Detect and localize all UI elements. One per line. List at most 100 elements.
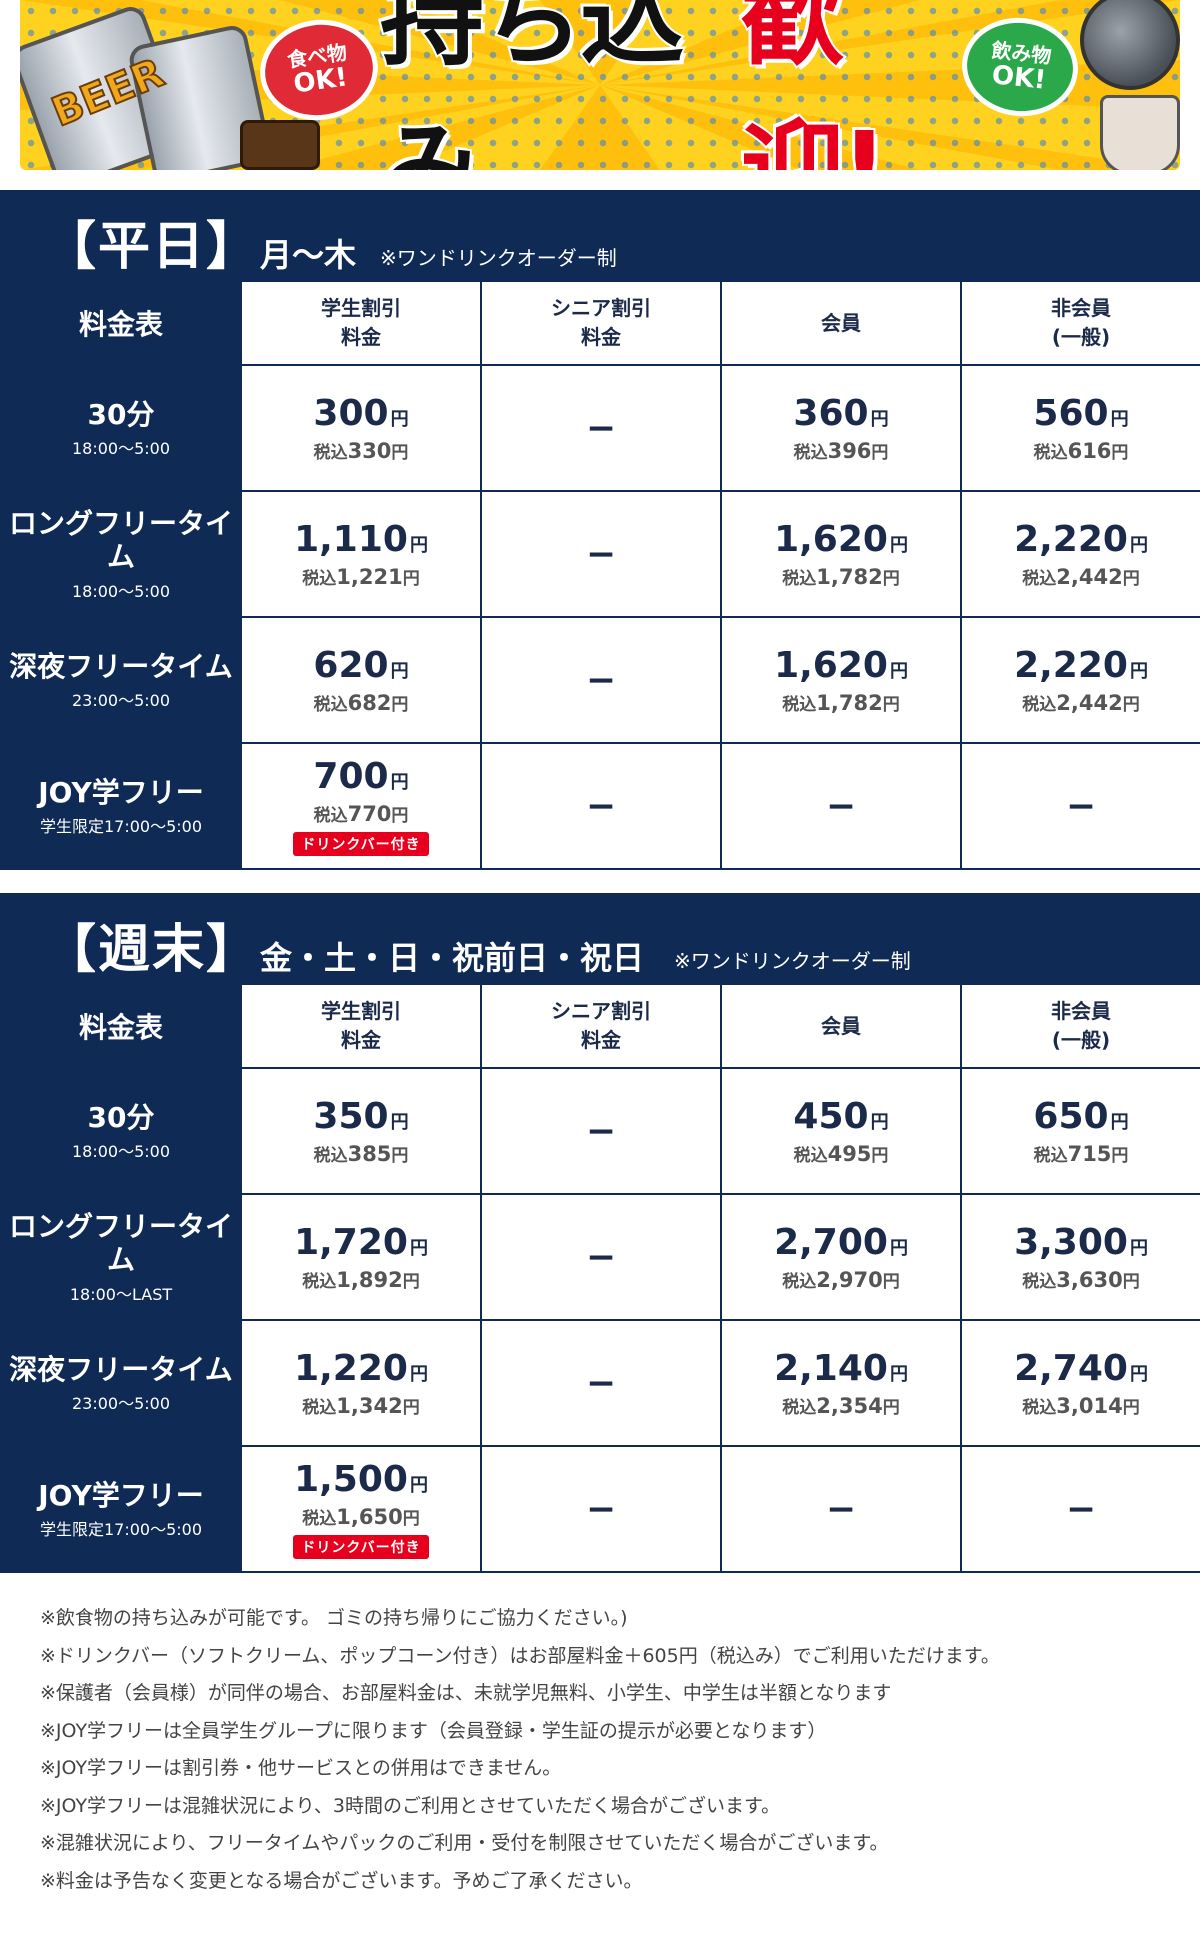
price-tax-included: 税込385円 <box>242 1141 480 1166</box>
row-header: 30分 18:00〜5:00 <box>2 1069 240 1193</box>
price-cell: 560 円税込616円 <box>962 366 1200 490</box>
column-header-line2: 料金 <box>341 1028 381 1052</box>
price-value: 2,140 円 <box>722 1348 960 1389</box>
price-tax-included: 税込3,630円 <box>962 1267 1200 1292</box>
price-cell: − <box>962 1447 1200 1571</box>
tax-prefix: 税込 <box>1033 1146 1068 1167</box>
price-cell: − <box>482 1321 720 1445</box>
weekday-header: 【平日】 月〜木 ※ワンドリンクオーダー制 <box>0 190 1200 280</box>
tax-prefix: 税込 <box>1022 1398 1057 1419</box>
yen-unit: 円 <box>1129 660 1148 682</box>
yen-unit: 円 <box>402 1509 420 1530</box>
price-cell: 1,620 円税込1,782円 <box>722 618 960 742</box>
price-cell: 700 円税込770円 ドリンクバー付き <box>242 744 480 868</box>
price-tax-included: 税込2,442円 <box>962 690 1200 715</box>
price-amount: 300 <box>313 392 389 434</box>
price-tax-included: 税込1,342円 <box>242 1393 480 1418</box>
price-value: 650 円 <box>962 1096 1200 1137</box>
coffee-cup-icon <box>1100 95 1180 170</box>
price-cell: 1,720 円税込1,892円 <box>242 1195 480 1319</box>
yen-unit: 円 <box>1129 1237 1148 1259</box>
food-ok-line2: OK! <box>291 61 350 100</box>
column-header-line1: 会員 <box>821 1013 861 1038</box>
note-item: ※混雑状況により、フリータイムやパックのご利用・受付を制限させていただく場合がご… <box>40 1832 889 1854</box>
plan-time: 23:00〜5:00 <box>71 691 171 711</box>
yen-unit: 円 <box>1110 408 1129 430</box>
tax-amount: 3,014 <box>1056 1394 1123 1419</box>
column-header-line1: 会員 <box>821 310 861 335</box>
tax-amount: 2,970 <box>816 1268 883 1293</box>
yen-unit: 円 <box>391 1146 409 1167</box>
tax-prefix: 税込 <box>313 443 348 464</box>
column-header-line2: 料金 <box>581 1028 621 1052</box>
plan-name: 深夜フリータイム <box>9 1352 233 1386</box>
price-cell: − <box>482 492 720 616</box>
column-header-line1: 非会員 <box>1051 999 1111 1023</box>
yen-unit: 円 <box>1111 1146 1129 1167</box>
yen-unit: 円 <box>409 1237 428 1259</box>
plan-time: 18:00〜LAST <box>69 1285 173 1304</box>
price-cell: − <box>482 1447 720 1571</box>
notes-list: ※飲食物の持ち込みが可能です。 ゴミの持ち帰りにご協力ください。) ※ドリンクバ… <box>40 1600 1180 1900</box>
price-amount: 1,500 <box>294 1458 408 1500</box>
banner-headline: 持ち込み 歓迎! <box>378 0 960 170</box>
plan-name: 深夜フリータイム <box>9 649 233 683</box>
tax-amount: 1,892 <box>336 1268 403 1293</box>
tax-prefix: 税込 <box>793 443 828 464</box>
price-tax-included: 税込616円 <box>962 438 1200 463</box>
price-amount: 2,740 <box>1014 1347 1128 1389</box>
note-item: ※JOY学フリーは割引券・他サービスとの併用はできません。 <box>40 1757 562 1779</box>
tax-amount: 2,354 <box>816 1394 883 1419</box>
tax-prefix: 税込 <box>302 569 337 590</box>
weekend-note: ※ワンドリンクオーダー制 <box>674 949 911 973</box>
plan-time: 18:00〜5:00 <box>71 582 171 601</box>
price-amount: 2,220 <box>1014 644 1128 686</box>
weekend-title: 【週末】 <box>44 920 261 980</box>
price-amount: 620 <box>313 644 389 686</box>
price-tax-included: 税込1,650円 <box>242 1504 480 1529</box>
yen-unit: 円 <box>1122 1272 1140 1293</box>
price-amount: 1,620 <box>774 644 888 686</box>
price-value: 3,300 円 <box>962 1222 1200 1263</box>
yen-unit: 円 <box>1122 695 1140 716</box>
weekday-days: 月〜木 <box>260 236 357 274</box>
table-row: ロングフリータイム 18:00〜LAST 1,720 円税込1,892円 −2,700 円… <box>2 1195 1200 1319</box>
column-header-line2: (一般) <box>1051 1028 1111 1052</box>
plan-name: JOY学フリー <box>38 775 204 809</box>
not-available-dash: − <box>1065 1488 1097 1530</box>
tax-prefix: 税込 <box>313 806 348 827</box>
price-cell: 1,500 円税込1,650円 ドリンクバー付き <box>242 1447 480 1571</box>
not-available-dash: − <box>585 407 617 449</box>
price-cell: 2,740 円税込3,014円 <box>962 1321 1200 1445</box>
price-cell: 1,220 円税込1,342円 <box>242 1321 480 1445</box>
price-tax-included: 税込715円 <box>962 1141 1200 1166</box>
tax-prefix: 税込 <box>302 1398 337 1419</box>
not-available-dash: − <box>585 1488 617 1530</box>
price-cell: − <box>722 744 960 868</box>
price-value: 1,620 円 <box>722 519 960 560</box>
price-value: 360 円 <box>722 393 960 434</box>
column-header-line1: 非会員 <box>1051 296 1111 320</box>
price-cell: 3,300 円税込3,630円 <box>962 1195 1200 1319</box>
row-header: JOY学フリー 学生限定17:00〜5:00 <box>2 744 240 868</box>
yen-unit: 円 <box>882 1398 900 1419</box>
tax-prefix: 税込 <box>782 1398 817 1419</box>
tax-amount: 2,442 <box>1056 565 1123 590</box>
price-cell: 2,220 円税込2,442円 <box>962 492 1200 616</box>
price-tax-included: 税込682円 <box>242 690 480 715</box>
price-tax-included: 税込1,782円 <box>722 690 960 715</box>
headline-part2: 歓迎! <box>739 0 890 170</box>
price-value: 1,620 円 <box>722 645 960 686</box>
plan-time: 18:00〜5:00 <box>71 1142 171 1162</box>
price-cell: 450 円税込495円 <box>722 1069 960 1193</box>
tax-amount: 3,630 <box>1056 1268 1123 1293</box>
price-value: 620 円 <box>242 645 480 686</box>
yen-unit: 円 <box>1122 1398 1140 1419</box>
tax-amount: 682 <box>347 691 392 716</box>
tax-prefix: 税込 <box>313 695 348 716</box>
table-row: 深夜フリータイム 23:00〜5:00 1,220 円税込1,342円 −2,140 円税… <box>2 1321 1200 1445</box>
drink-bar-badge: ドリンクバー付き <box>293 832 429 857</box>
weekend-header: 【週末】 金・土・日・祝前日・祝日 ※ワンドリンクオーダー制 <box>0 893 1200 983</box>
weekday-title: 【平日】 <box>44 217 261 277</box>
note-item: ※保護者（会員様）が同伴の場合、お部屋料金は、未就学児無料、小学生、中学生は半額… <box>40 1682 892 1704</box>
